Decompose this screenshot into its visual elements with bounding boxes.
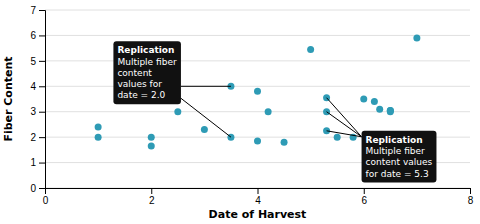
point (174, 108, 181, 115)
annotation-text: ReplicationMultiple fibercontent values f… (366, 135, 433, 179)
y-tick-label: 2 (30, 132, 36, 143)
y-axis-line (39, 11, 46, 189)
y-tick-label: 1 (30, 157, 36, 168)
grid-line (45, 35, 470, 36)
annotation-line: values for (117, 79, 162, 89)
x-tick: 0 (43, 188, 49, 206)
annotation-line: Multiple fiber (366, 146, 426, 156)
y-tick-mark (39, 188, 45, 189)
annotation-text: Replication Multiple fibercontentvalues f… (117, 45, 177, 100)
x-tick: 8 (468, 188, 474, 206)
y-tick: 4 (30, 81, 45, 92)
annotation-line: date = 2.0 (117, 90, 165, 100)
grid-line (45, 111, 470, 112)
point (387, 107, 394, 114)
y-tick-label: 4 (30, 81, 36, 92)
point (334, 134, 341, 141)
y-tick-mark (39, 10, 45, 11)
x-tick: 6 (361, 188, 367, 206)
grid (45, 10, 470, 188)
point (376, 106, 383, 113)
annotation-line: Multiple fiber (117, 57, 177, 67)
point (281, 139, 288, 146)
x-tick: 4 (255, 188, 261, 206)
annotation-connector (181, 98, 231, 137)
y-tick-label: 6 (30, 30, 36, 41)
x-tick-mark (470, 188, 471, 194)
y-tick-mark (39, 35, 45, 36)
x-tick-label: 4 (255, 195, 261, 206)
point (148, 143, 155, 150)
point (265, 108, 272, 115)
y-tick-mark (39, 163, 45, 164)
annotation: ReplicationMultiple fibercontent values f… (327, 98, 437, 183)
x-axis-title: Date of Harvest (209, 208, 307, 221)
y-tick: 5 (30, 56, 45, 67)
x-tick-label: 8 (468, 195, 474, 206)
point (254, 137, 261, 144)
point (95, 123, 102, 130)
x-tick-label: 6 (361, 195, 367, 206)
annotation-line: Replication (366, 135, 423, 145)
annotation-connectors (327, 98, 362, 137)
annotation-connector (327, 131, 362, 137)
x-tick-label: 2 (149, 195, 155, 206)
point (360, 96, 367, 103)
y-tick-mark (39, 112, 45, 113)
y-tick-label: 5 (30, 56, 36, 67)
point (307, 46, 314, 53)
y-tick-label: 0 (30, 183, 36, 194)
y-axis: 0 1 2 3 4 5 6 7 (30, 5, 45, 194)
annotation-box: ReplicationMultiple fibercontent values f… (362, 131, 437, 183)
annotation-background (362, 131, 437, 183)
annotation-background (113, 41, 181, 104)
x-axis-line (46, 189, 471, 195)
y-tick: 3 (30, 106, 45, 117)
y-tick-label: 7 (30, 5, 36, 16)
annotation-connectors (181, 86, 231, 137)
annotations: ReplicationMultiple fibercontentvalues f… (113, 41, 436, 182)
grid-line (45, 86, 470, 87)
plot: 0246801234567ReplicationMultiple fiberco… (30, 5, 473, 206)
point (95, 134, 102, 141)
annotation-box: Replication Multiple fibercontentvalues f… (113, 41, 181, 104)
point (201, 126, 208, 133)
y-tick: 1 (30, 157, 45, 168)
annotation-connector (327, 98, 362, 137)
grid-line (45, 60, 470, 61)
annotation-connector (181, 86, 231, 87)
y-tick: 7 (30, 5, 45, 16)
annotation: Replication Multiple fibercontentvalues f… (113, 41, 231, 137)
annotation-line: content values (366, 157, 433, 167)
annotation-line: for date = 5.3 (366, 169, 429, 179)
y-tick: 6 (30, 30, 45, 41)
x-axis: 0 2 4 6 8 (43, 188, 474, 206)
point (413, 34, 420, 41)
y-tick-mark (39, 86, 45, 87)
point (371, 98, 378, 105)
y-tick: 2 (30, 132, 45, 143)
x-tick-mark (258, 188, 259, 194)
point (254, 88, 261, 95)
y-tick-mark (39, 61, 45, 62)
point (387, 107, 394, 114)
x-tick-mark (151, 188, 152, 194)
chart: 0246801234567ReplicationMultiple fiberco… (0, 0, 480, 224)
grid-line (45, 10, 470, 11)
annotation-connector (327, 112, 362, 137)
x-tick-label: 0 (43, 195, 49, 206)
annotation-line: content (117, 68, 152, 78)
x-tick-mark (364, 188, 365, 194)
annotation-line: Replication (117, 45, 174, 55)
y-tick-label: 3 (30, 106, 36, 117)
y-axis-title: Fiber Content (2, 56, 15, 141)
y-tick-mark (39, 137, 45, 138)
point (148, 134, 155, 141)
y-tick: 0 (30, 183, 45, 194)
x-tick: 2 (149, 188, 155, 206)
